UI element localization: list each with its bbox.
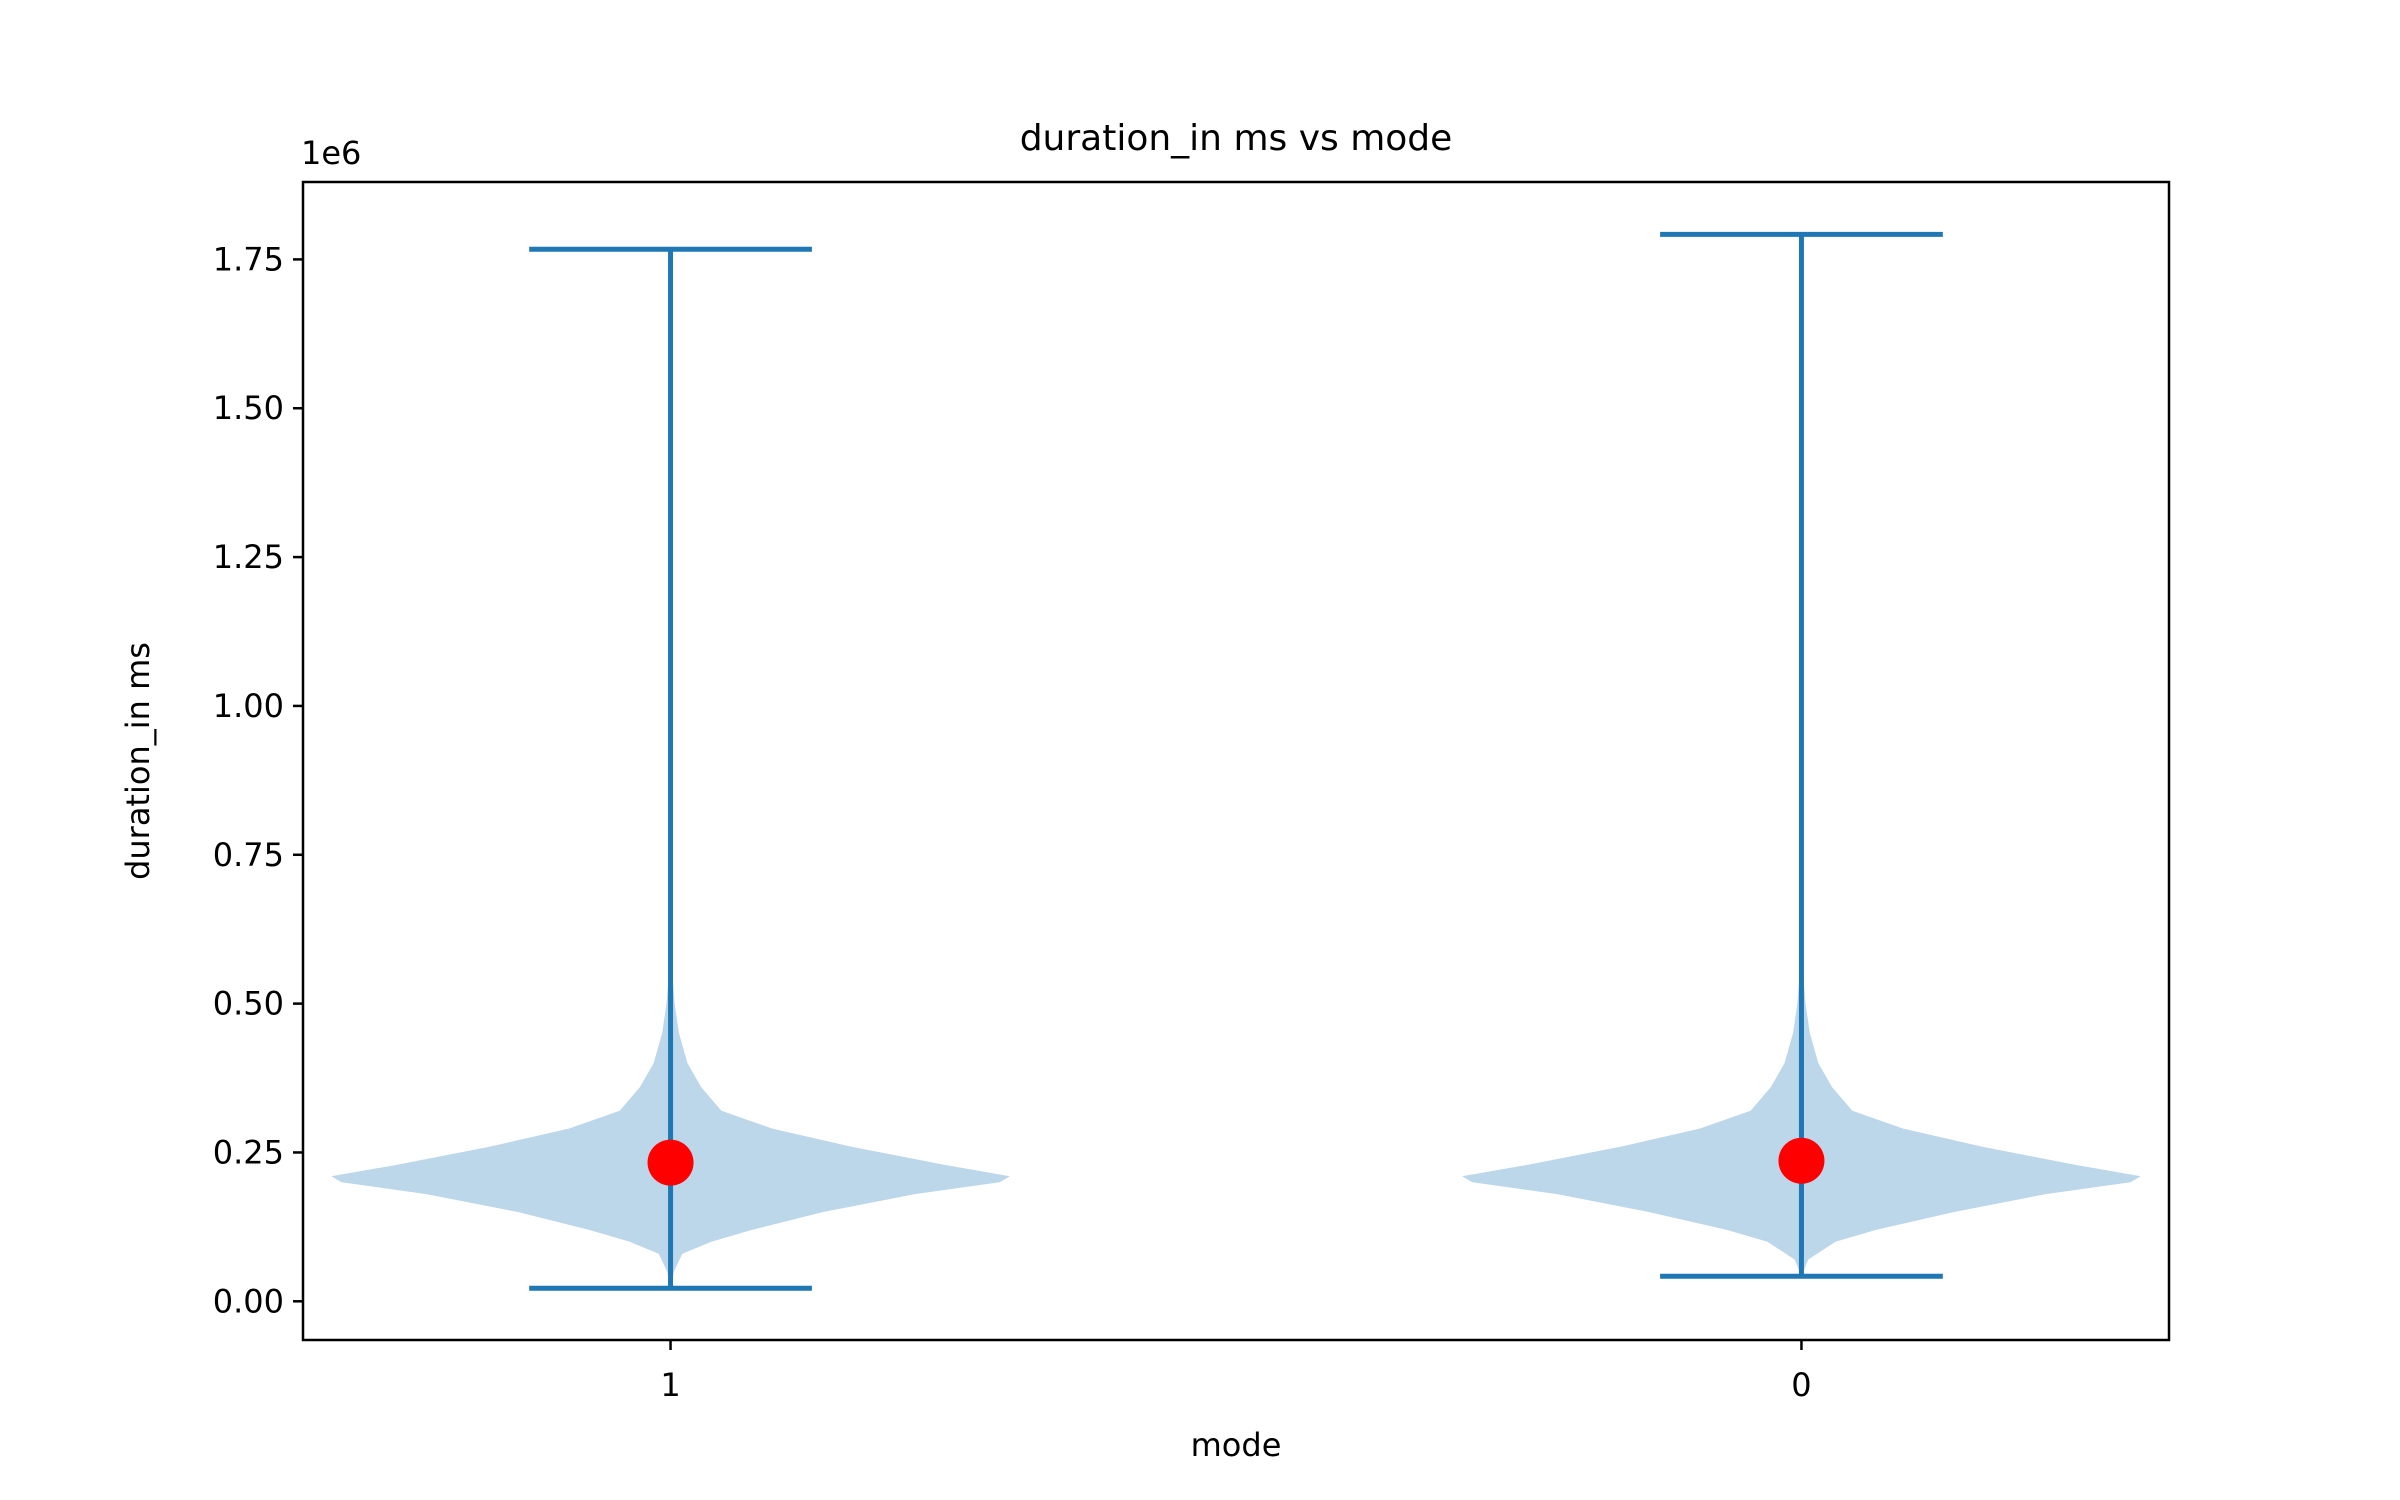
y-tick-label: 0.00 bbox=[213, 1282, 284, 1320]
chart-title: duration_in ms vs mode bbox=[1020, 118, 1453, 159]
mean-marker bbox=[1778, 1137, 1825, 1184]
y-axis: 0.00 0.25 0.50 0.75 1.00 1.25 1.50 1.75 bbox=[213, 240, 303, 1320]
y-tick-label: 0.75 bbox=[213, 836, 284, 874]
y-offset-label: 1e6 bbox=[301, 134, 361, 172]
y-tick-label: 0.25 bbox=[213, 1133, 284, 1171]
y-axis-label: duration_in ms bbox=[119, 642, 157, 880]
x-tick-label: 0 bbox=[1791, 1366, 1811, 1404]
y-tick-label: 0.50 bbox=[213, 985, 284, 1023]
x-tick-label: 1 bbox=[660, 1366, 680, 1404]
axes-frame bbox=[301, 180, 2171, 1342]
y-tick-label: 1.75 bbox=[213, 240, 284, 278]
y-tick-label: 1.50 bbox=[213, 389, 284, 427]
violin-0 bbox=[1462, 231, 2141, 1279]
mean-marker bbox=[647, 1139, 694, 1186]
y-tick-label: 1.00 bbox=[213, 687, 284, 725]
plot-area bbox=[331, 231, 2141, 1291]
violin-1 bbox=[331, 246, 1010, 1291]
x-axis-label: mode bbox=[1191, 1426, 1282, 1464]
y-tick-label: 1.25 bbox=[213, 538, 284, 576]
